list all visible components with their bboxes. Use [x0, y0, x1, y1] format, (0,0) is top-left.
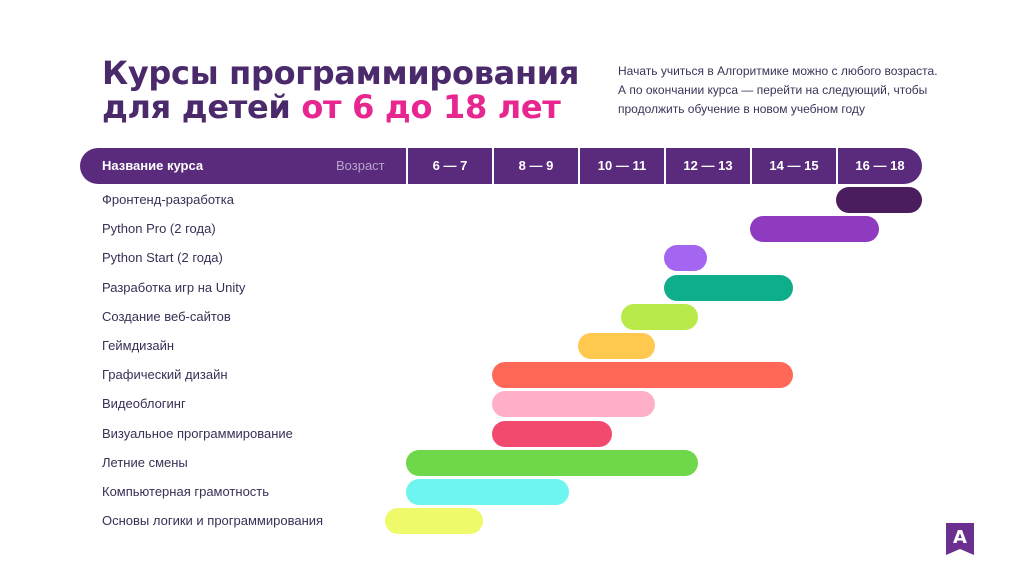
- age-column-header: 14 — 15: [750, 148, 836, 184]
- course-age-bar: [664, 274, 793, 301]
- age-column-header: 16 — 18: [836, 148, 922, 184]
- course-label: Видеоблогинг: [102, 396, 186, 412]
- course-label: Фронтенд-разработка: [102, 192, 234, 207]
- course-label: Python Pro (2 года): [102, 221, 216, 237]
- course-label: Компьютерная грамотность: [102, 484, 270, 499]
- course-age-bar: [664, 245, 707, 272]
- course-label: Разработка игр на Unity: [102, 279, 246, 295]
- intro-text: Начать учиться в Алгоритмике можно с люб…: [618, 64, 938, 116]
- course-label: Летние смены: [102, 454, 188, 470]
- age-column-header: 10 — 11: [578, 148, 664, 184]
- title-line-2-accent: от 6 до 18 лет: [301, 88, 561, 126]
- course-label: Визуальное программирование: [102, 425, 293, 441]
- age-column-header: 6 — 7: [406, 148, 492, 184]
- course-age-bar: [492, 420, 613, 447]
- course-label: Создание веб-сайтов: [102, 308, 231, 324]
- algorithmika-logo-icon: A: [946, 523, 974, 555]
- course-name-header: Название курса: [102, 158, 204, 173]
- age-column-header: 12 — 13: [664, 148, 750, 184]
- course-label: Python Start (2 года): [102, 250, 223, 266]
- course-label: Геймдизайн: [102, 338, 175, 353]
- age-column-header: 8 — 9: [492, 148, 578, 184]
- course-age-bar: [621, 303, 699, 330]
- course-age-bar: [492, 391, 656, 418]
- logo-shape: [946, 523, 974, 555]
- page-title: Курсы программирования для детей от 6 до…: [102, 56, 579, 124]
- age-header: Возраст: [336, 158, 385, 173]
- course-age-bar: [384, 508, 484, 535]
- course-age-bar: [492, 362, 793, 389]
- course-age-bar: [406, 479, 570, 505]
- course-label: Основы логики и программирования: [102, 513, 324, 529]
- course-label: Графический дизайн: [102, 367, 228, 383]
- course-age-bar: [750, 216, 879, 243]
- logo-letter: A: [953, 527, 967, 548]
- course-age-bar: [578, 333, 656, 359]
- title-line-1: Курсы программирования: [102, 54, 580, 92]
- course-age-bar: [836, 187, 922, 213]
- course-age-bar: [406, 449, 699, 476]
- title-line-2-prefix: для детей: [102, 88, 302, 126]
